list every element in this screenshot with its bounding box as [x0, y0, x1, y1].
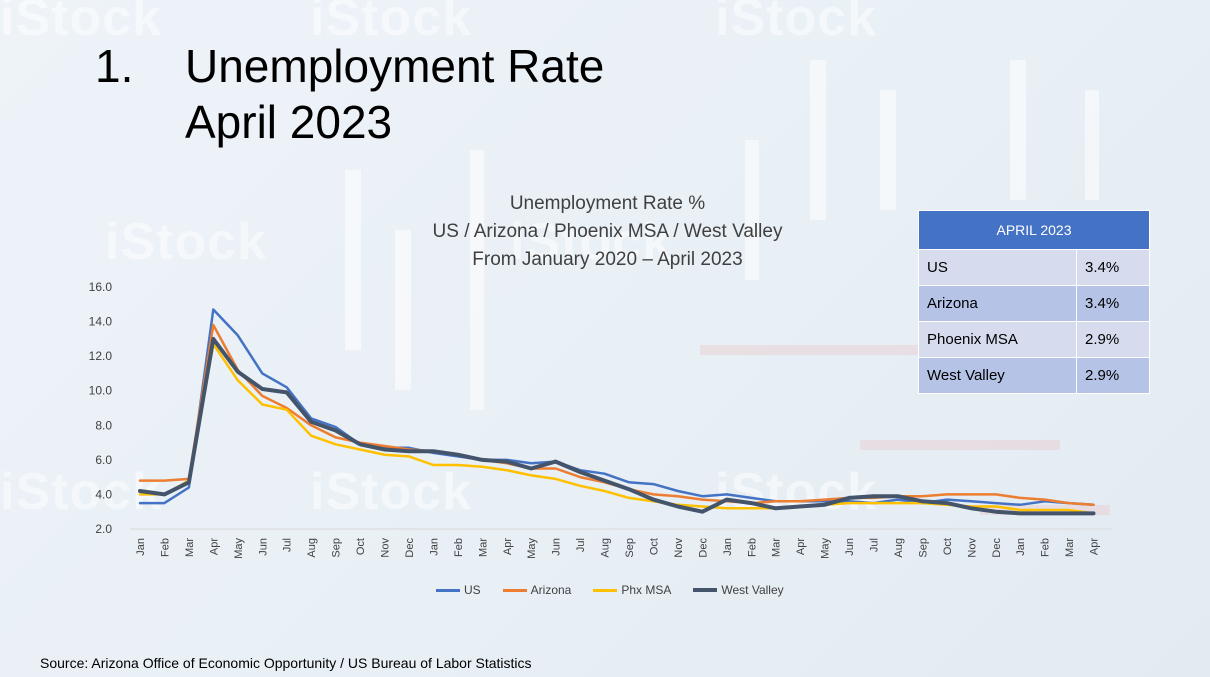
chart-title: Unemployment Rate % US / Arizona / Phoen…	[380, 190, 835, 274]
legend-label-us: US	[464, 583, 481, 597]
april-2023-summary-table: APRIL 2023 US 3.4% Arizona 3.4% Phoenix …	[918, 210, 1150, 394]
table-row: US 3.4%	[918, 249, 1150, 286]
legend-item-arizona: Arizona	[502, 583, 572, 597]
row-label-phoenix-msa: Phoenix MSA	[918, 321, 1077, 358]
x-tick-label: Jul	[282, 538, 294, 552]
x-tick-label: Jun	[844, 538, 856, 556]
x-tick-label: Dec	[991, 538, 1003, 558]
table-row: Arizona 3.4%	[918, 285, 1150, 322]
slide-title-line1: Unemployment Rate	[185, 40, 605, 92]
chart-title-line3: From January 2020 – April 2023	[472, 249, 743, 270]
x-tick-label: Oct	[648, 538, 660, 555]
x-tick-label: Mar	[771, 538, 783, 557]
row-label-west-valley: West Valley	[918, 357, 1077, 394]
x-tick-label: Apr	[502, 538, 514, 555]
row-label-us: US	[918, 249, 1077, 286]
x-axis: Jan Feb Mar Apr May Jun Jul Aug Sep Oct Nov Dec Jan F…	[135, 538, 1101, 559]
row-value-arizona: 3.4%	[1076, 285, 1150, 322]
x-tick-label: Jun	[257, 538, 269, 556]
y-tick-label: 12.0	[89, 349, 113, 363]
x-tick-label: Jul	[869, 538, 881, 552]
chart-title-line2: US / Arizona / Phoenix MSA / West Valley	[432, 221, 783, 242]
x-tick-label: Oct	[942, 538, 954, 555]
summary-table-header: APRIL 2023	[918, 210, 1150, 250]
y-tick-label: 6.0	[95, 453, 112, 467]
x-tick-label: Apr	[208, 538, 220, 555]
y-tick-label: 4.0	[95, 487, 112, 501]
chart-legend: US Arizona Phx MSA West Valley	[436, 583, 784, 597]
legend-swatch-west-valley	[693, 588, 718, 592]
x-tick-label: Dec	[404, 538, 416, 558]
row-value-west-valley: 2.9%	[1076, 357, 1150, 394]
legend-item-west-valley: West Valley	[693, 583, 784, 597]
legend-label-west-valley: West Valley	[721, 583, 784, 597]
x-tick-label: Mar	[1064, 538, 1076, 557]
legend-swatch-phx-msa	[593, 588, 618, 592]
slide-number: 1.	[95, 40, 134, 92]
x-tick-label: Jan	[428, 538, 440, 556]
x-tick-label: May	[233, 538, 245, 559]
y-tick-label: 2.0	[95, 522, 112, 536]
x-tick-label: Mar	[184, 538, 196, 557]
x-tick-label: Jan	[1015, 538, 1027, 556]
y-tick-label: 16.0	[89, 280, 113, 294]
x-tick-label: Jan	[722, 538, 734, 556]
x-tick-label: May	[820, 538, 832, 559]
series-lines	[138, 308, 1096, 516]
x-tick-label: Aug	[893, 538, 905, 558]
x-tick-label: Jul	[575, 538, 587, 552]
x-tick-label: Feb	[1040, 538, 1052, 557]
legend-label-arizona: Arizona	[530, 583, 572, 597]
x-tick-label: Sep	[624, 538, 636, 558]
x-tick-label: Dec	[697, 538, 709, 558]
source-note: Source: Arizona Office of Economic Oppor…	[40, 655, 532, 671]
legend-swatch-arizona	[502, 588, 527, 592]
x-tick-label: Feb	[159, 538, 171, 557]
x-tick-label: Nov	[380, 538, 392, 558]
y-tick-label: 8.0	[95, 418, 112, 432]
x-tick-label: Aug	[306, 538, 318, 558]
x-tick-label: Nov	[966, 538, 978, 558]
x-tick-label: Jan	[135, 538, 147, 556]
x-tick-label: Mar	[477, 538, 489, 557]
slide-title: 1. Unemployment Rate April 2023	[95, 38, 604, 150]
x-tick-label: Oct	[355, 538, 367, 555]
table-row: Phoenix MSA 2.9%	[918, 321, 1150, 358]
y-tick-label: 14.0	[89, 315, 113, 329]
x-tick-label: Sep	[917, 538, 929, 558]
row-value-phoenix-msa: 2.9%	[1076, 321, 1150, 358]
table-row: West Valley 2.9%	[918, 357, 1150, 394]
y-axis: 2.0 4.0 6.0 8.0 10.0 12.0 14.0 16.0	[89, 280, 113, 536]
chart-title-line1: Unemployment Rate %	[509, 193, 706, 214]
slide-title-line2: April 2023	[185, 96, 393, 148]
x-tick-label: Aug	[600, 538, 612, 558]
x-tick-label: Feb	[453, 538, 465, 557]
row-value-us: 3.4%	[1076, 249, 1150, 286]
y-tick-label: 10.0	[89, 384, 113, 398]
x-tick-label: Jun	[551, 538, 563, 556]
legend-item-us: US	[436, 583, 481, 597]
x-tick-label: May	[526, 538, 538, 559]
x-tick-label: Apr	[1089, 538, 1101, 555]
row-label-arizona: Arizona	[918, 285, 1077, 322]
legend-item-phx-msa: Phx MSA	[593, 583, 671, 597]
x-tick-label: Sep	[331, 538, 343, 558]
series-line-west-valley	[138, 336, 1096, 516]
x-tick-label: Nov	[673, 538, 685, 558]
legend-swatch-us	[436, 588, 460, 592]
x-tick-label: Feb	[746, 538, 758, 557]
legend-label-phx-msa: Phx MSA	[621, 583, 672, 597]
x-tick-label: Apr	[795, 538, 807, 555]
